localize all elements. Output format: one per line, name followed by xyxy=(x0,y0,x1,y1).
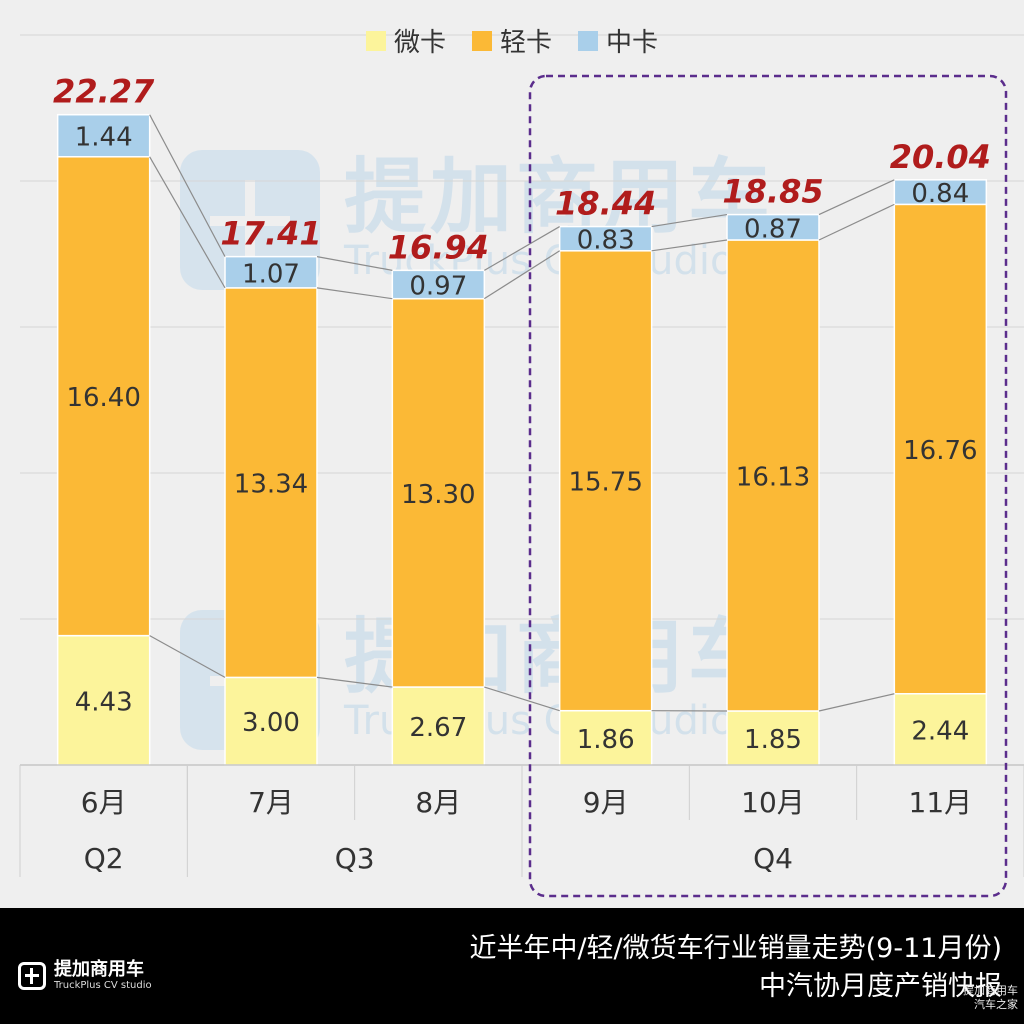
total-label: 17.41 xyxy=(220,215,321,253)
connector-line xyxy=(651,213,728,228)
bar-light xyxy=(391,297,486,688)
group-label: Q2 xyxy=(84,842,124,875)
footer-caption: 近半年中/轻/微货车行业销量走势(9-11月份) 中汽协月度产销快报 xyxy=(469,930,1002,1006)
legend-label-light: 轻卡 xyxy=(499,28,552,58)
bar-medium xyxy=(558,225,653,252)
legend-swatch-medium xyxy=(578,30,598,51)
bar-medium xyxy=(224,255,318,289)
legend-swatch-micro xyxy=(365,30,386,51)
bar-medium xyxy=(391,269,486,300)
connector-line xyxy=(316,256,393,271)
footer-brand: 提加商用车 TruckPlus CV studio xyxy=(18,960,152,992)
x-tick-label: 10月 xyxy=(741,786,805,819)
connector-line xyxy=(818,179,895,216)
brand-name: 提加商用车 xyxy=(54,959,144,980)
chart-plot: 4.43 16.40 1.44 3.00 13.34 1.07 2.67 13.30 0.97 1… xyxy=(19,34,1024,898)
data-label-light: 16.40 xyxy=(66,383,140,413)
data-label-medium: 1.44 xyxy=(75,123,133,153)
bar-light xyxy=(56,156,151,637)
bar-micro xyxy=(56,634,151,766)
caption-source: 中汽协月度产销快报 xyxy=(759,971,1002,1002)
bar-medium xyxy=(56,113,151,158)
bar-medium xyxy=(726,213,820,241)
corner-watermark: 提加商用车 汽车之家 xyxy=(963,984,1018,1012)
total-label: 22.27 xyxy=(53,73,155,111)
data-label-light: 13.34 xyxy=(234,470,308,500)
bar-light xyxy=(224,287,318,679)
data-label-light: 15.75 xyxy=(568,468,642,498)
data-label-medium: 0.97 xyxy=(409,272,467,302)
connector-line xyxy=(316,676,393,688)
x-tick-label: 7月 xyxy=(248,786,294,819)
legend-item-micro: 微卡 xyxy=(365,22,446,59)
caption-title: 近半年中/轻/微货车行业销量走势(9-11月份) xyxy=(469,933,1002,964)
bar-micro xyxy=(558,709,653,766)
corner-watermark-line2: 汽车之家 xyxy=(974,998,1018,1011)
legend-label-micro: 微卡 xyxy=(393,28,446,58)
bar-micro xyxy=(224,676,318,766)
bar-medium xyxy=(893,179,988,206)
group-label: Q3 xyxy=(335,842,375,875)
connector-line xyxy=(149,635,226,678)
bar-micro xyxy=(391,686,486,766)
highlight-box xyxy=(528,74,1008,898)
data-label-light: 16.13 xyxy=(736,462,810,492)
legend-swatch-light xyxy=(471,30,492,51)
brand-logo-icon xyxy=(18,961,46,990)
data-label-medium: 0.84 xyxy=(911,179,969,209)
bar-light xyxy=(726,239,820,712)
brand-subtitle: TruckPlus CV studio xyxy=(54,979,152,991)
x-tick-label: 6月 xyxy=(81,786,127,819)
data-label-micro: 4.43 xyxy=(75,687,133,717)
connector-line xyxy=(316,287,393,300)
data-label-micro: 2.44 xyxy=(911,716,969,746)
bar-light xyxy=(558,250,653,712)
bar-micro xyxy=(726,710,820,766)
chart: 提加商用车 TruckPlus CV studio 提加商用车 TruckPlu… xyxy=(0,22,1024,898)
data-label-micro: 3.00 xyxy=(242,708,300,738)
corner-watermark-line1: 提加商用车 xyxy=(963,984,1018,997)
total-label: 18.44 xyxy=(555,185,656,223)
connector-line xyxy=(818,693,895,712)
footer: 提加商用车 TruckPlus CV studio 近半年中/轻/微货车行业销量… xyxy=(0,908,1024,1024)
connector-line xyxy=(484,686,560,712)
connector-line xyxy=(484,250,560,300)
data-label-medium: 0.87 xyxy=(744,214,802,244)
data-label-medium: 0.83 xyxy=(577,226,635,256)
total-label: 20.04 xyxy=(890,138,991,176)
connector-line xyxy=(484,226,560,271)
connector-line xyxy=(651,239,728,252)
connector-line xyxy=(818,203,895,241)
x-tick-label: 8月 xyxy=(415,786,461,819)
bar-light xyxy=(893,203,988,695)
data-label-light: 16.76 xyxy=(903,436,977,466)
data-label-micro: 1.86 xyxy=(577,725,635,755)
x-tick-label: 9月 xyxy=(583,786,629,819)
group-label: Q4 xyxy=(753,842,793,875)
chart-legend: 微卡 轻卡 中卡 xyxy=(0,22,1024,59)
connector-line xyxy=(149,156,226,289)
x-tick-label: 11月 xyxy=(909,786,973,819)
total-label: 16.94 xyxy=(388,228,489,266)
data-label-medium: 1.07 xyxy=(242,259,300,289)
legend-item-light: 轻卡 xyxy=(471,22,552,59)
data-label-micro: 1.85 xyxy=(744,725,802,755)
legend-label-medium: 中卡 xyxy=(606,28,659,58)
total-label: 18.85 xyxy=(722,173,823,211)
data-label-light: 13.30 xyxy=(401,480,475,510)
data-label-micro: 2.67 xyxy=(409,713,467,743)
connector-line xyxy=(149,114,226,257)
legend-item-medium: 中卡 xyxy=(578,22,658,59)
